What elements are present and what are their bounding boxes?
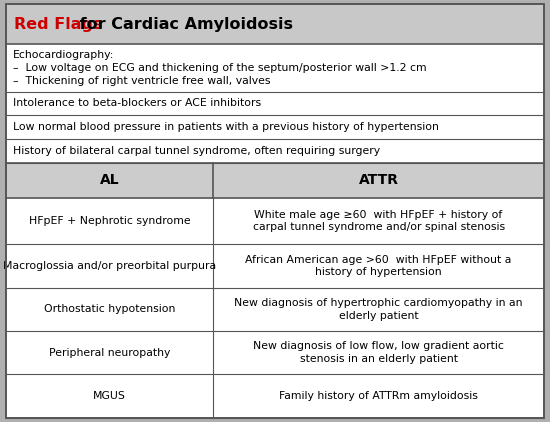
Text: HFpEF + Nephrotic syndrome: HFpEF + Nephrotic syndrome bbox=[29, 216, 190, 226]
Bar bbox=[6, 92, 544, 115]
Bar bbox=[6, 198, 544, 244]
Bar bbox=[6, 288, 544, 331]
Text: ATTR: ATTR bbox=[359, 173, 399, 187]
Bar bbox=[6, 44, 544, 92]
Text: New diagnosis of low flow, low gradient aortic
stenosis in an elderly patient: New diagnosis of low flow, low gradient … bbox=[253, 341, 504, 364]
Bar bbox=[6, 115, 544, 139]
Text: Intolerance to beta-blockers or ACE inhibitors: Intolerance to beta-blockers or ACE inhi… bbox=[13, 98, 261, 108]
Text: AL: AL bbox=[100, 173, 119, 187]
Text: Peripheral neuropathy: Peripheral neuropathy bbox=[49, 347, 170, 357]
Text: for Cardiac Amyloidosis: for Cardiac Amyloidosis bbox=[74, 16, 293, 32]
Bar bbox=[6, 139, 544, 163]
Bar bbox=[6, 374, 544, 418]
Text: Red Flags: Red Flags bbox=[14, 16, 102, 32]
Text: Echocardiography:
–  Low voltage on ECG and thickening of the septum/posterior w: Echocardiography: – Low voltage on ECG a… bbox=[13, 50, 427, 86]
Text: Low normal blood pressure in patients with a previous history of hypertension: Low normal blood pressure in patients wi… bbox=[13, 122, 439, 132]
Bar bbox=[6, 244, 544, 288]
Text: White male age ≥60  with HFpEF + history of
carpal tunnel syndrome and/or spinal: White male age ≥60 with HFpEF + history … bbox=[252, 210, 505, 232]
Text: History of bilateral carpal tunnel syndrome, often requiring surgery: History of bilateral carpal tunnel syndr… bbox=[13, 146, 380, 156]
Text: New diagnosis of hypertrophic cardiomyopathy in an
elderly patient: New diagnosis of hypertrophic cardiomyop… bbox=[234, 298, 523, 321]
Text: African American age >60  with HFpEF without a
history of hypertension: African American age >60 with HFpEF with… bbox=[245, 255, 512, 277]
Bar bbox=[6, 331, 544, 374]
Text: Macroglossia and/or preorbital purpura: Macroglossia and/or preorbital purpura bbox=[3, 261, 216, 271]
Text: MGUS: MGUS bbox=[93, 391, 126, 401]
Bar bbox=[6, 4, 544, 44]
Bar bbox=[6, 163, 544, 198]
Text: Family history of ATTRm amyloidosis: Family history of ATTRm amyloidosis bbox=[279, 391, 478, 401]
Text: Orthostatic hypotension: Orthostatic hypotension bbox=[44, 305, 175, 314]
